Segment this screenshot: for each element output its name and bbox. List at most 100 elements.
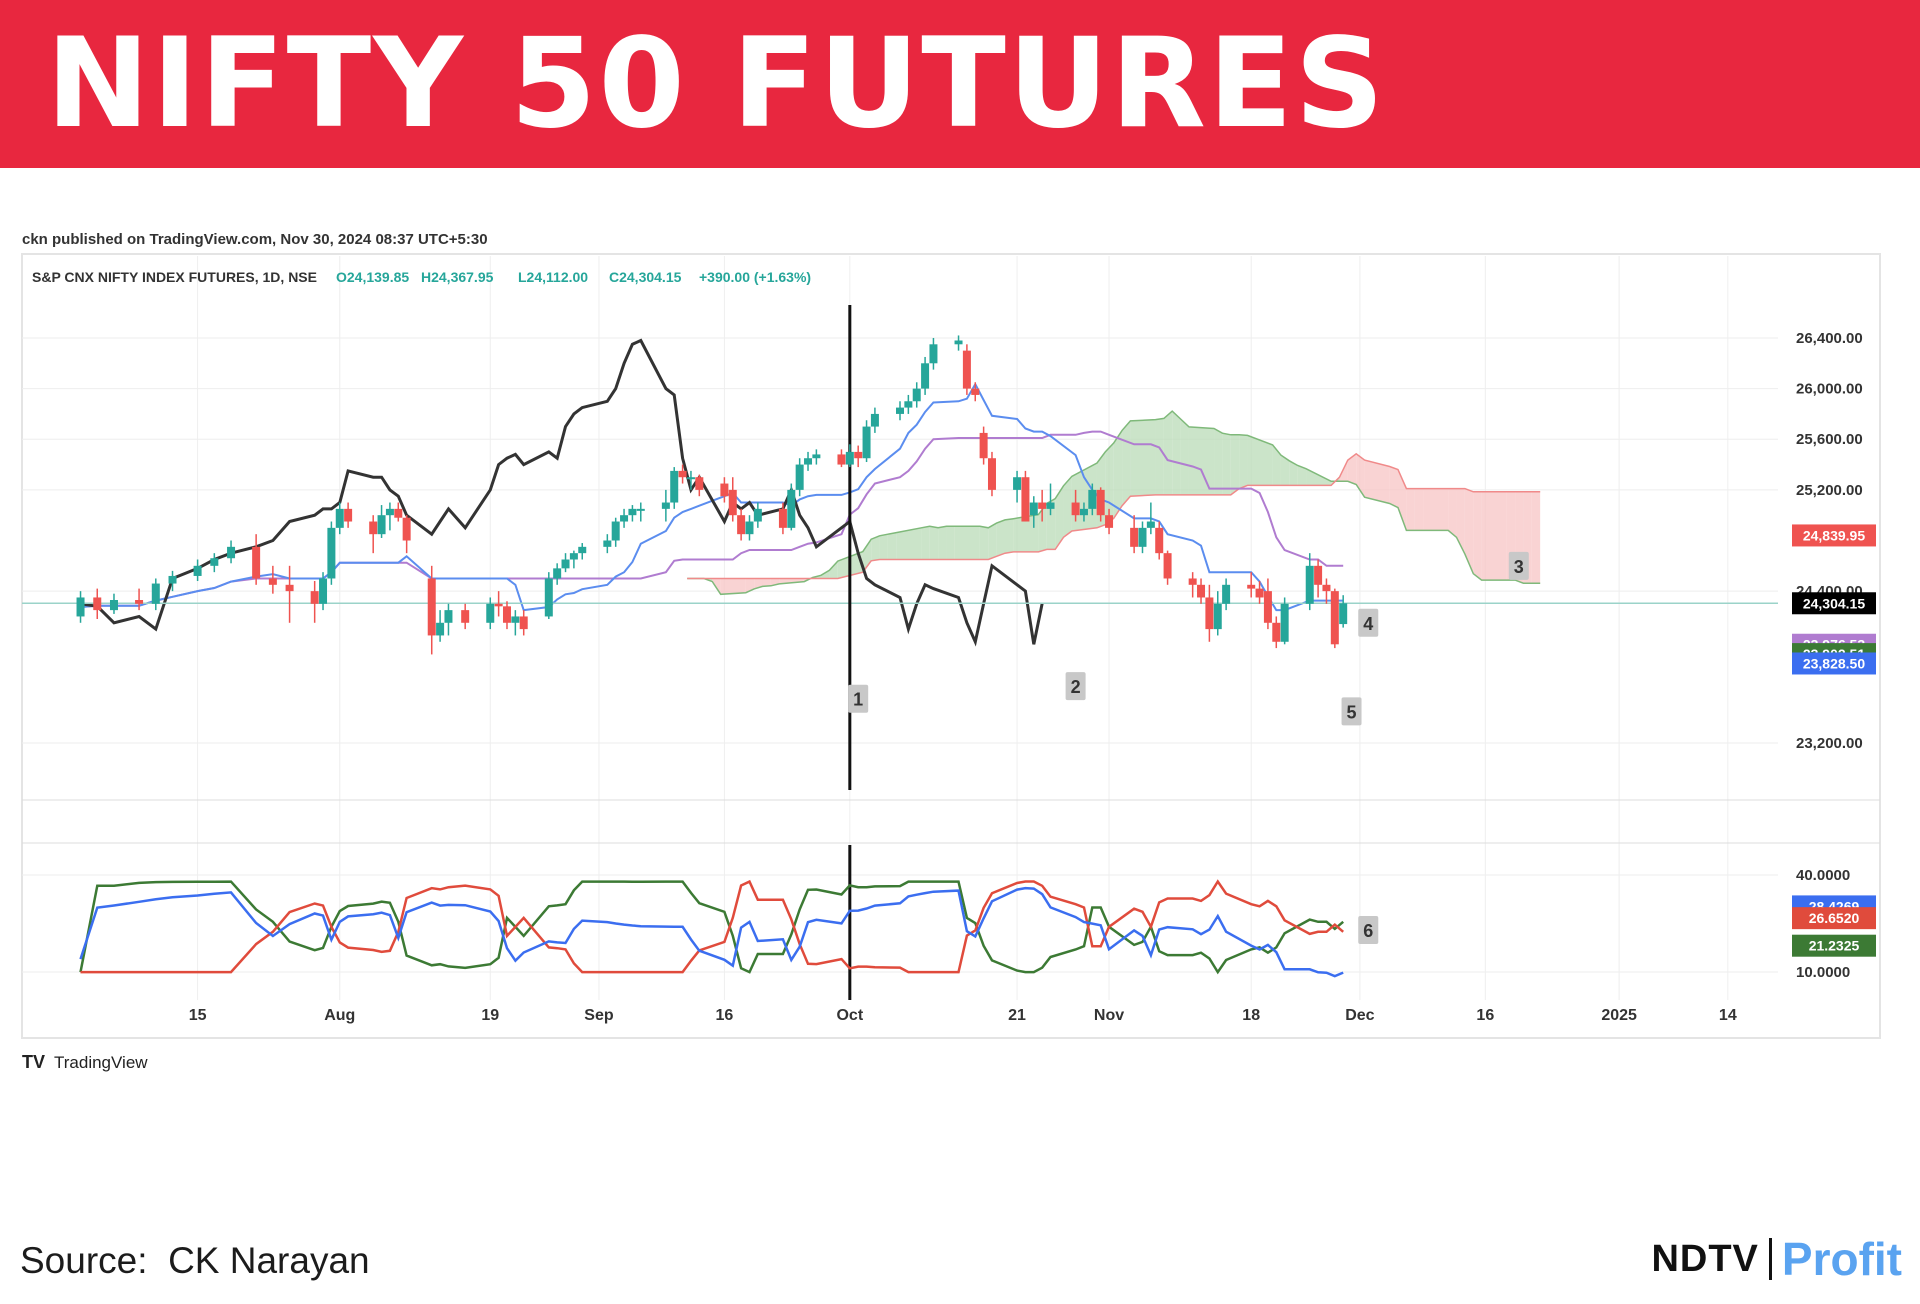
cloud-segment: [1297, 465, 1307, 486]
symbol-legend: S&P CNX NIFTY INDEX FUTURES, 1D, NSE O24…: [32, 269, 811, 285]
price-label-text: 23,828.50: [1803, 655, 1865, 671]
candle-body: [544, 578, 553, 617]
candle-body: [168, 575, 177, 584]
lower-value-label: 21.2325: [1792, 934, 1876, 957]
candle: [109, 593, 118, 614]
banner-title: NIFTY 50 FUTURES: [46, 12, 1387, 156]
cloud-segment: [1222, 433, 1231, 495]
cloud-segment: [1423, 488, 1449, 531]
candle-body: [1255, 588, 1264, 598]
lower-y-tick-label: 10.0000: [1796, 964, 1850, 981]
candle: [210, 553, 219, 573]
cloud-segment: [1230, 434, 1240, 495]
candle-body: [1105, 515, 1114, 528]
candle: [795, 458, 804, 497]
cloud-segment: [1180, 418, 1189, 495]
x-tick-label: 21: [1008, 1007, 1026, 1024]
candle-body: [1096, 489, 1105, 516]
candle: [93, 588, 102, 619]
x-tick-label: 14: [1719, 1007, 1737, 1024]
cloud-segment: [1531, 491, 1541, 584]
cloud-segment: [1063, 476, 1072, 538]
candle: [678, 464, 687, 484]
symbol-close: C24,304.15: [609, 269, 682, 285]
candle: [912, 382, 921, 408]
tradingview-watermark: TV TradingView: [22, 1052, 148, 1072]
candle-body: [904, 401, 913, 408]
candle-body: [1272, 622, 1281, 642]
candle-body: [486, 603, 495, 623]
candle: [486, 597, 495, 630]
candle-body: [344, 508, 353, 522]
cloud-segment: [1046, 498, 1056, 550]
candle-body: [502, 606, 511, 623]
cloud-segment: [896, 527, 922, 560]
candle: [377, 505, 386, 538]
cloud-segment: [1272, 444, 1281, 486]
candle-body: [620, 515, 629, 522]
candle: [1263, 578, 1272, 630]
cloud-segment: [1306, 468, 1332, 486]
candle-body: [402, 517, 411, 541]
candle-body: [252, 546, 261, 579]
x-tick-label: 19: [481, 1007, 499, 1024]
candle-body: [561, 559, 570, 569]
candle-body: [962, 350, 971, 389]
cloud-segment: [762, 578, 771, 587]
cloud-segment: [887, 532, 897, 560]
cloud-segment: [1163, 411, 1173, 495]
annotation-6: 6: [1358, 915, 1379, 944]
cloud-segment: [1473, 491, 1482, 581]
chart-frame: [21, 253, 1881, 1039]
candle: [511, 610, 520, 636]
candle: [385, 502, 394, 531]
annotation-box: [1358, 608, 1379, 637]
candle-body: [1322, 584, 1331, 592]
annotation-markers: 1 2 3 4 5 6: [848, 551, 1529, 944]
candle: [436, 610, 445, 642]
grid-lines: [22, 256, 1880, 1000]
annotation-label: 4: [1363, 614, 1373, 634]
candle: [971, 382, 980, 402]
price-label-box: [1792, 592, 1876, 615]
candle: [720, 477, 729, 503]
cloud-segment: [1481, 491, 1507, 581]
candle-body: [335, 508, 344, 528]
candle-body: [929, 344, 938, 364]
x-tick-label: Oct: [836, 1007, 863, 1024]
candle-body: [151, 583, 160, 604]
candle: [427, 565, 436, 655]
candle: [578, 543, 587, 560]
candle-body: [327, 527, 336, 579]
senkou-span-a-line: [687, 410, 1541, 596]
candle: [369, 515, 378, 554]
candle: [837, 449, 846, 468]
candle: [611, 517, 620, 547]
di-plus-line: [79, 880, 1345, 975]
cloud-segment: [946, 526, 955, 560]
candle-body: [603, 540, 612, 547]
candle: [661, 489, 670, 522]
cloud-segment: [1247, 435, 1273, 486]
candle: [896, 401, 904, 421]
cloud-segment: [1406, 488, 1415, 531]
candle: [1205, 584, 1214, 642]
candle: [168, 570, 177, 592]
candle: [1247, 572, 1256, 598]
price-axis: 15 Aug 19 Sep 16 Oct 21 Nov 18 Dec 16 2025 1426,400.…: [189, 330, 1876, 1024]
candle: [553, 563, 562, 585]
di-minus-line: [80, 879, 1345, 974]
candle-body: [1330, 591, 1339, 645]
x-tick-label: 2025: [1601, 1007, 1637, 1024]
candle-body: [1188, 578, 1197, 585]
candle: [193, 559, 202, 582]
candle-body: [135, 600, 144, 604]
candle: [344, 502, 353, 528]
candle: [1197, 578, 1206, 604]
candle: [1322, 578, 1331, 604]
candle: [502, 601, 511, 630]
candlestick-series: [76, 335, 1348, 655]
publish-note: ckn published on TradingView.com, Nov 30…: [22, 231, 488, 248]
candle-body: [661, 502, 670, 509]
